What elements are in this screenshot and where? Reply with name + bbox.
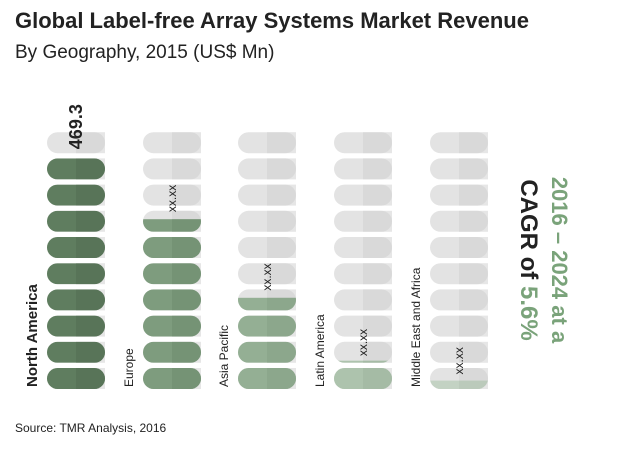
bar-fill [47, 210, 105, 232]
value-label: xx.xx [452, 347, 466, 374]
pill-cell [47, 315, 105, 337]
pill-cell [430, 184, 488, 206]
pill-cell [47, 289, 105, 311]
bar-fill [47, 341, 105, 363]
category-label: Latin America [313, 314, 327, 387]
bar-fill [238, 297, 296, 311]
pill-cell [334, 184, 392, 206]
bar-fill [334, 368, 392, 389]
pill-cell [334, 263, 392, 285]
pill-cell [334, 368, 392, 389]
category-label: Asia Pacific [217, 325, 231, 387]
value-label: xx.xx [260, 263, 274, 290]
bar-fill [47, 289, 105, 311]
cagr-period: 2016 – 2024 at a [547, 176, 572, 344]
chart-title: Global Label-free Array Systems Market R… [15, 8, 529, 33]
bar-fill [143, 263, 201, 285]
pill-cell [238, 368, 296, 389]
pill-cell [143, 263, 201, 285]
pill-cell [238, 132, 296, 154]
pill-cell [430, 341, 488, 363]
bar-fill [143, 289, 201, 311]
cagr-rate-line: CAGR of 5.6% [512, 177, 544, 343]
value-label: xx.xx [356, 329, 370, 356]
value-label: xx.xx [165, 185, 179, 212]
bar-fill [238, 341, 296, 363]
pill-cell [47, 184, 105, 206]
pill-cell [334, 237, 392, 258]
source-note: Source: TMR Analysis, 2016 [15, 421, 167, 435]
pill-cell [47, 132, 105, 154]
pill-cell [238, 315, 296, 337]
pill-cell [238, 210, 296, 232]
pill-cell [143, 210, 201, 232]
pill-cell [430, 158, 488, 180]
pill-cell [47, 210, 105, 232]
pill-cell [430, 237, 488, 258]
pill-cell [238, 184, 296, 206]
pill-cell [430, 368, 488, 389]
pill-cell [334, 158, 392, 180]
pill-cell [143, 341, 201, 363]
value-label: 469.3 [66, 104, 86, 149]
pill-cell [334, 132, 392, 154]
bar-fill [47, 158, 105, 180]
bar-fill [143, 341, 201, 363]
pill-cell [143, 315, 201, 337]
pill-cell [143, 184, 201, 206]
cagr-rate: 5.6% [515, 285, 542, 341]
pill-cell [238, 341, 296, 363]
bar-fill [334, 360, 392, 363]
pill-cell [143, 289, 201, 311]
pill-cell [143, 368, 201, 389]
pill-cell [430, 132, 488, 154]
pill-cell [238, 289, 296, 311]
pill-cell [47, 341, 105, 363]
pill-cell [334, 315, 392, 337]
cagr-prefix: CAGR of [515, 179, 542, 280]
bar-fill [47, 315, 105, 337]
pill-cell [430, 315, 488, 337]
pill-cell [238, 237, 296, 258]
pill-cell [238, 158, 296, 180]
bar-fill [430, 380, 488, 389]
pill-cell [47, 368, 105, 389]
pill-cell [334, 341, 392, 363]
bar-fill [238, 368, 296, 389]
category-label: North America [24, 284, 41, 387]
pill-cell [334, 289, 392, 311]
pill-cell [47, 158, 105, 180]
pill-cell [430, 263, 488, 285]
bar-fill [47, 237, 105, 258]
pill-cell [143, 132, 201, 154]
bar-fill [47, 184, 105, 206]
bar-fill [143, 237, 201, 258]
pill-cell [47, 263, 105, 285]
chart-subtitle: By Geography, 2015 (US$ Mn) [15, 42, 275, 63]
pill-cell [430, 210, 488, 232]
category-label: Middle East and Africa [409, 267, 423, 387]
bar-fill [143, 219, 201, 232]
bar-fill [143, 368, 201, 389]
category-label: Europe [122, 348, 136, 387]
pill-cell [47, 237, 105, 258]
pill-cell [334, 210, 392, 232]
bar-fill [47, 368, 105, 389]
pill-cell [238, 263, 296, 285]
bar-fill [238, 315, 296, 337]
pill-cell [143, 237, 201, 258]
bar-fill [47, 263, 105, 285]
bar-fill [143, 315, 201, 337]
pill-cell [430, 289, 488, 311]
pill-cell [143, 158, 201, 180]
